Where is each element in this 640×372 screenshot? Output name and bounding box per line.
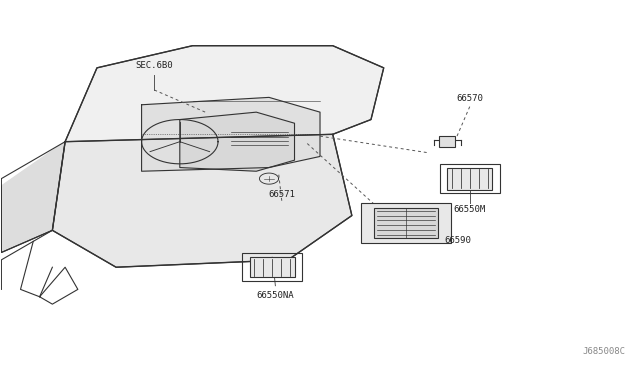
Polygon shape [1,142,65,253]
Text: 66550NA: 66550NA [257,291,294,300]
FancyBboxPatch shape [447,167,492,190]
Polygon shape [52,134,352,267]
Text: 66590: 66590 [444,236,471,245]
Polygon shape [65,46,384,142]
FancyBboxPatch shape [362,203,451,243]
FancyBboxPatch shape [374,208,438,238]
FancyBboxPatch shape [250,257,294,278]
Text: 66571: 66571 [268,190,295,199]
Polygon shape [141,97,320,171]
FancyBboxPatch shape [440,136,456,147]
Text: SEC.6B0: SEC.6B0 [136,61,173,70]
Polygon shape [180,112,294,171]
Text: 66550M: 66550M [454,205,486,214]
Text: 66570: 66570 [456,94,483,103]
Text: J685008C: J685008C [583,347,626,356]
